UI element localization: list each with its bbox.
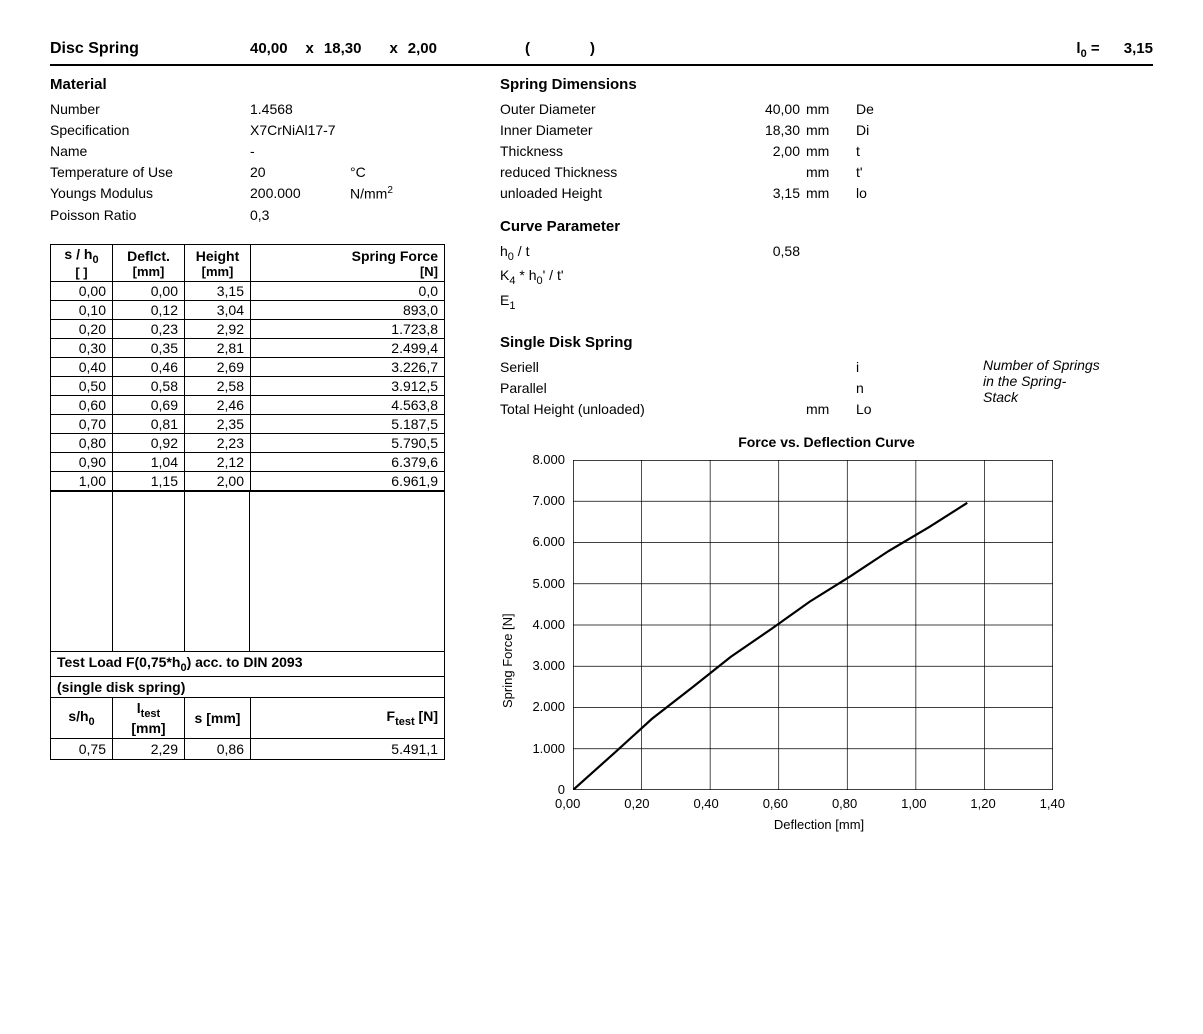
curve-param-row: E1 xyxy=(500,290,1153,314)
force-deflection-chart xyxy=(573,460,1053,790)
single-disk-rows: SerielliParallelnTotal Height (unloaded)… xyxy=(500,357,983,420)
l0-value: 3,15 xyxy=(1124,40,1153,57)
empty-table-region xyxy=(50,492,445,652)
test-load-subtitle: (single disk spring) xyxy=(51,677,445,698)
th-height: Height[mm] xyxy=(185,244,251,282)
deflection-table: s / h0[ ] Deflct.[mm] Height[mm] Spring … xyxy=(50,244,445,493)
tl-h4: Ftest [N] xyxy=(251,698,445,739)
table-row: 0,500,582,583.912,5 xyxy=(51,377,445,396)
table-row: 0,600,692,464.563,8 xyxy=(51,396,445,415)
table-row: 0,100,123,04893,0 xyxy=(51,301,445,320)
single-disk-row: Paralleln xyxy=(500,378,983,399)
material-row: Number1.4568 xyxy=(50,99,470,120)
chart-wrap: Spring Force [N] 8.0007.0006.0005.0004.0… xyxy=(500,460,1153,832)
chart-xticks: 0,000,200,400,600,801,001,201,40 xyxy=(555,796,1065,811)
curve-param-row: K4 * h0' / t' xyxy=(500,265,1153,289)
tl-h2: ltest [mm] xyxy=(113,698,185,739)
tl-h3: s [mm] xyxy=(185,698,251,739)
dim-sep2: x xyxy=(389,40,397,57)
right-column: Spring Dimensions Outer Diameter40,00mmD… xyxy=(500,72,1153,832)
material-row: Poisson Ratio0,3 xyxy=(50,205,470,226)
dim-sep1: x xyxy=(306,40,314,57)
l0-block: l0 = 3,15 xyxy=(1076,40,1153,60)
spring-dim-row: Outer Diameter40,00mmDe xyxy=(500,99,1153,120)
th-sho: s / h0[ ] xyxy=(51,244,113,282)
curve-param-rows: h0 / t0,58K4 * h0' / t'E1 xyxy=(500,241,1153,314)
material-row: Temperature of Use20°C xyxy=(50,162,470,183)
test-load-title: Test Load F(0,75*h0) acc. to DIN 2093 xyxy=(51,652,445,676)
chart-title: Force vs. Deflection Curve xyxy=(500,434,1153,450)
table-row: 0,300,352,812.499,4 xyxy=(51,339,445,358)
spring-dim-row: unloaded Height3,15mmlo xyxy=(500,183,1153,204)
curve-param-title: Curve Parameter xyxy=(500,218,1153,235)
table-row: 1,001,152,006.961,9 xyxy=(51,472,445,492)
material-row: Name- xyxy=(50,141,470,162)
dim-outer: 40,00 xyxy=(250,40,288,57)
material-row: Youngs Modulus200.000N/mm2 xyxy=(50,183,470,205)
paren-close: ) xyxy=(590,40,595,57)
spring-dim-row: reduced Thicknessmmt' xyxy=(500,162,1153,183)
dim-thickness: 2,00 xyxy=(408,40,437,57)
chart-ylabel: Spring Force [N] xyxy=(500,460,515,832)
table-row: 0,200,232,921.723,8 xyxy=(51,320,445,339)
spring-dim-row: Inner Diameter18,30mmDi xyxy=(500,120,1153,141)
material-title: Material xyxy=(50,76,470,93)
table-row: 0,400,462,693.226,7 xyxy=(51,358,445,377)
spring-dim-row: Thickness2,00mmt xyxy=(500,141,1153,162)
table-row: 0,800,922,235.790,5 xyxy=(51,434,445,453)
header-row: Disc Spring 40,00 x 18,30 x 2,00 ( ) l0 … xyxy=(50,40,1153,66)
test-load-table: Test Load F(0,75*h0) acc. to DIN 2093 (s… xyxy=(50,652,445,760)
material-rows: Number1.4568SpecificationX7CrNiAl17-7Nam… xyxy=(50,99,470,226)
single-disk-title: Single Disk Spring xyxy=(500,334,1153,351)
paren-open: ( xyxy=(525,40,530,57)
spring-dims-rows: Outer Diameter40,00mmDeInner Diameter18,… xyxy=(500,99,1153,204)
left-column: Material Number1.4568SpecificationX7CrNi… xyxy=(50,72,470,832)
single-disk-row: Serielli xyxy=(500,357,983,378)
material-row: SpecificationX7CrNiAl17-7 xyxy=(50,120,470,141)
th-force: Spring Force[N] xyxy=(251,244,445,282)
l0-label: l0 = xyxy=(1076,40,1099,57)
table-row: 0,901,042,126.379,6 xyxy=(51,453,445,472)
doc-title: Disc Spring xyxy=(50,40,250,58)
chart-yticks: 8.0007.0006.0005.0004.0003.0002.0001.000… xyxy=(519,460,573,790)
chart-xlabel: Deflection [mm] xyxy=(573,817,1065,832)
spring-stack-note: Number of Springsin the Spring-Stack xyxy=(983,357,1153,420)
curve-param-row: h0 / t0,58 xyxy=(500,241,1153,265)
table-row: 0,700,812,355.187,5 xyxy=(51,415,445,434)
th-deflct: Deflct.[mm] xyxy=(113,244,185,282)
single-disk-row: Total Height (unloaded)mmLo xyxy=(500,399,983,420)
dim-inner: 18,30 xyxy=(324,40,362,57)
tl-h1: s/h0 xyxy=(51,698,113,739)
spring-dims-title: Spring Dimensions xyxy=(500,76,1153,93)
table-row: 0,000,003,150,0 xyxy=(51,282,445,301)
